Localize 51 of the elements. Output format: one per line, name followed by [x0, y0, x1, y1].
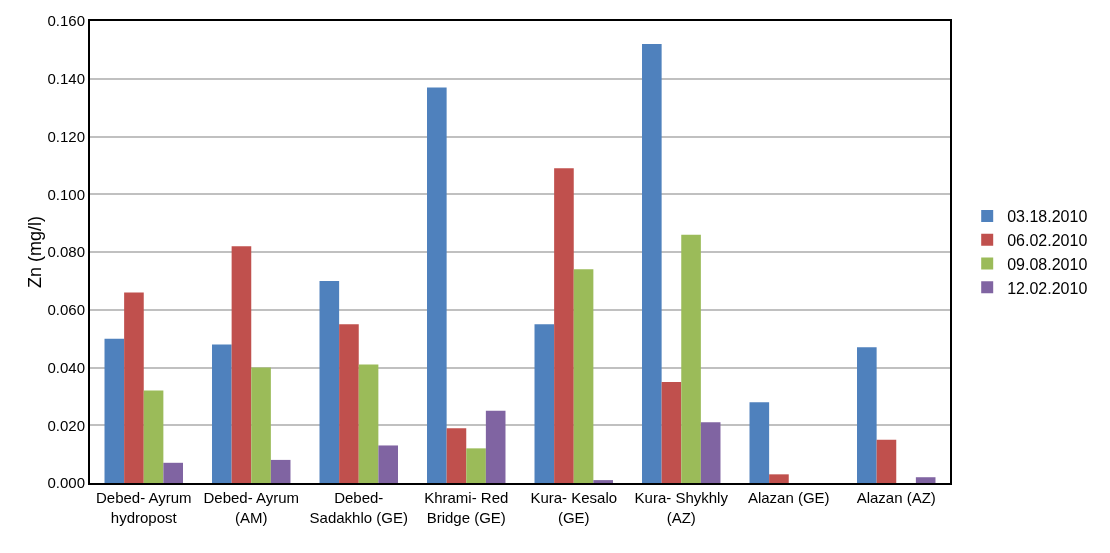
bar: [251, 367, 271, 483]
bar: [554, 168, 574, 483]
bar: [915, 477, 936, 483]
bar: [485, 410, 506, 483]
y-tick-label: 0.020: [47, 416, 85, 434]
x-tick-label: Kura- Shykhly (AZ): [634, 489, 729, 526]
bar: [358, 364, 379, 483]
y-tick-label: 0.100: [47, 185, 85, 203]
x-tick-label: Alazan (GE): [747, 489, 830, 506]
y-tick-label: 0.040: [47, 358, 85, 376]
y-tick-label: 0.120: [47, 127, 85, 145]
bar: [769, 474, 789, 483]
bar: [339, 324, 359, 483]
bar: [427, 87, 447, 483]
bar: [681, 234, 701, 483]
bar: [143, 390, 164, 483]
x-tick-label: Debed- Ayrum hydropost: [95, 489, 192, 526]
bar: [446, 428, 467, 483]
legend-label: 06.02.2010: [1007, 231, 1088, 249]
x-tick-label: Khrami- Red Bridge (GE): [424, 489, 509, 526]
bar: [466, 448, 486, 483]
bar: [749, 402, 770, 483]
y-tick-label: 0.000: [47, 474, 85, 492]
x-tick-label: Alazan (AZ): [856, 489, 936, 506]
x-tick-label: Debed- Ayrum (AM): [203, 489, 300, 526]
bar: [593, 480, 613, 483]
bar: [378, 445, 398, 483]
bar: [573, 269, 594, 483]
bar: [876, 439, 897, 483]
bar: [661, 381, 682, 483]
legend-label: 12.02.2010: [1007, 279, 1088, 297]
y-tick-label: 0.140: [47, 70, 85, 87]
bar: [212, 344, 232, 483]
bar: [642, 44, 662, 483]
y-axis-title: Zn (mg/l): [25, 216, 46, 288]
bar: [319, 280, 340, 483]
bar: [163, 462, 183, 483]
legend-label: 03.18.2010: [1007, 208, 1088, 226]
legend-label: 09.08.2010: [1007, 255, 1088, 273]
y-tick-label: 0.060: [47, 301, 85, 318]
bar: [700, 422, 721, 483]
x-tick-label: Debed- Sadakhlo (GE): [309, 489, 408, 526]
bar: [534, 324, 555, 483]
y-tick-label: 0.080: [47, 243, 85, 261]
bar: [124, 292, 144, 483]
bar: [104, 338, 125, 483]
x-tick-label: Kura- Kesalo (GE): [530, 489, 618, 526]
y-tick-label: 0.160: [47, 12, 85, 30]
bar: [857, 347, 877, 483]
bar: [270, 459, 291, 483]
bar: [231, 246, 252, 483]
